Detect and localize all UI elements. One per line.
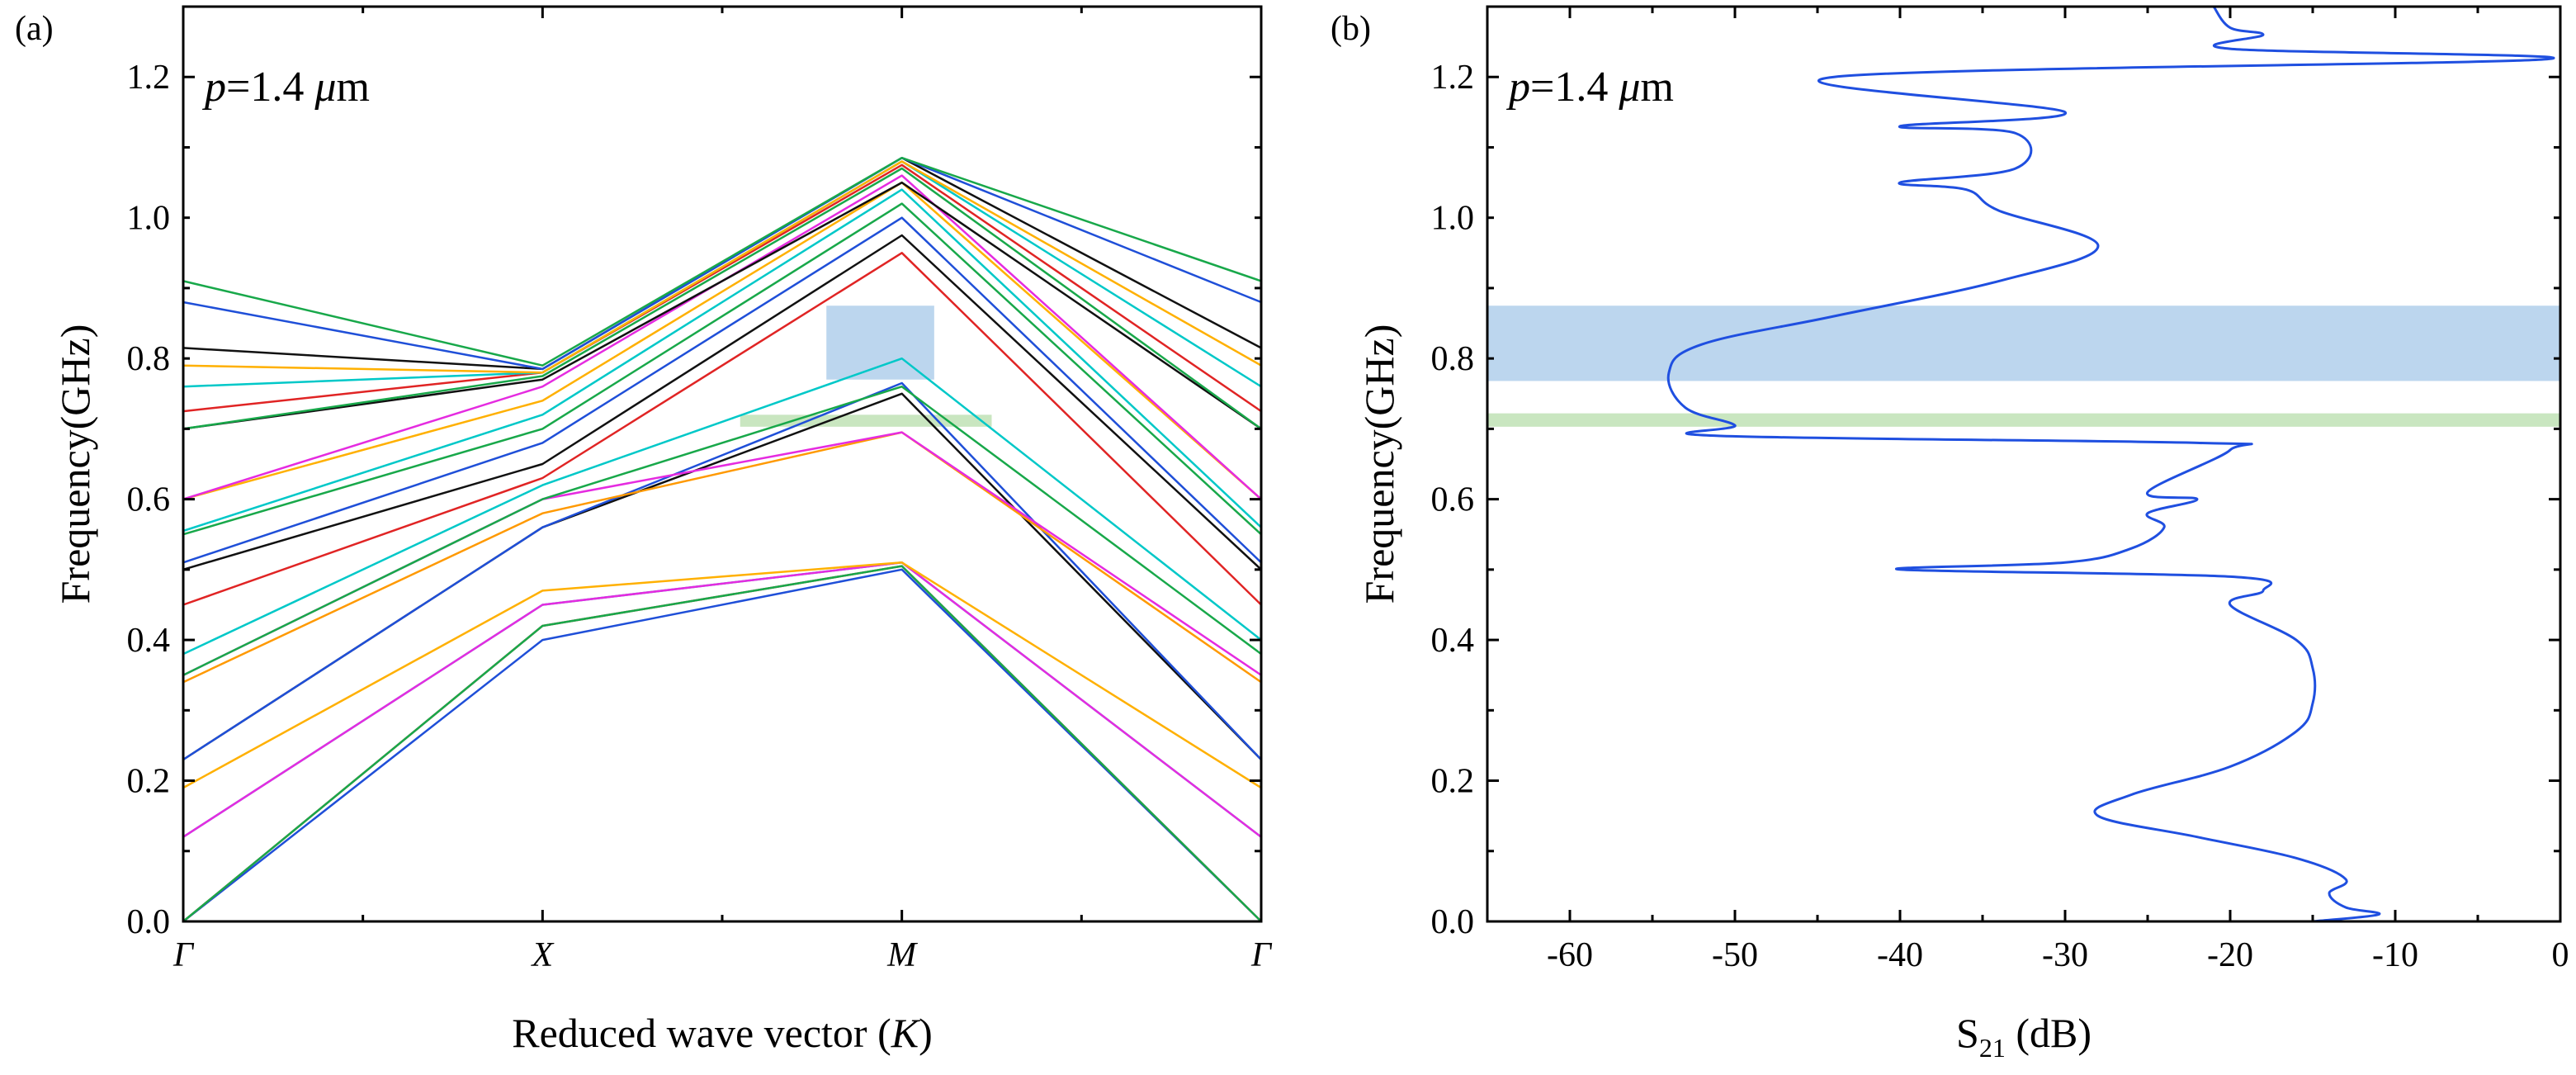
band-line-22 <box>182 163 1262 413</box>
band-line-14 <box>182 234 1262 571</box>
x-tick-label: -40 <box>1877 936 1923 974</box>
y-tick-label: 0.6 <box>1431 481 1475 519</box>
band-line-19 <box>182 174 1262 500</box>
x-tick-label: Γ <box>1250 936 1273 974</box>
x-axis-label-a: Reduced wave vector (K) <box>512 1010 933 1056</box>
band-line-27 <box>182 156 1262 367</box>
plot-frame-a <box>182 5 1263 923</box>
band-line-9 <box>182 431 1262 684</box>
x-tick-label: 0 <box>2552 936 2569 974</box>
band-line-20 <box>182 181 1262 430</box>
band-line-5 <box>182 561 1262 838</box>
band-line-26 <box>182 156 1262 371</box>
band-line-15 <box>182 216 1262 564</box>
y-tick-label: 1.2 <box>1431 59 1475 97</box>
plot-frame-b <box>1486 5 2562 923</box>
green-band <box>1487 413 2560 427</box>
band-line-17 <box>182 188 1262 533</box>
y-axis-label-a: Frequency(GHz) <box>52 324 98 604</box>
y-tick-label: 0.0 <box>127 903 171 941</box>
x-tick-label: Γ <box>173 936 195 974</box>
band-line-24 <box>182 160 1262 374</box>
band-line-3 <box>182 565 1262 922</box>
band-line-2 <box>182 565 1262 922</box>
y-tick-label: 0.8 <box>1431 340 1475 378</box>
panel-label-b: (b) <box>1331 10 1371 48</box>
y-tick-label: 0.4 <box>1431 622 1475 660</box>
band-line-16 <box>182 202 1262 536</box>
period-annotation-a: p=1.4 μm <box>201 64 370 111</box>
band-line-18 <box>182 181 1262 500</box>
y-axis-label-b: Frequency(GHz) <box>1356 324 1402 604</box>
s21-curve <box>1666 6 2555 923</box>
y-tick-label: 0.2 <box>1431 763 1475 801</box>
blue-gap-highlight <box>826 305 934 380</box>
x-tick-label: -30 <box>2042 936 2088 974</box>
x-axis-label-b: S21 (dB) <box>1956 1010 2092 1063</box>
period-annotation-b: p=1.4 μm <box>1505 64 1674 111</box>
band-line-12 <box>182 357 1262 656</box>
band-line-6 <box>182 561 1262 789</box>
band-structure-chart: 0.0 0.2 0.4 0.6 0.8 1.0 1.2 Γ X M Γ p=1.4 μm Reduc… <box>52 5 1273 1056</box>
y-tick-label: 1.2 <box>127 59 171 97</box>
x-tick-label: -60 <box>1547 936 1593 974</box>
y-tick-label: 0.2 <box>127 763 171 801</box>
x-tick-label: M <box>886 936 918 974</box>
band-line-13 <box>182 252 1262 606</box>
y-tick-label: 0.0 <box>1431 903 1475 941</box>
y-tick-label: 0.4 <box>127 622 171 660</box>
x-tick-label: -50 <box>1712 936 1758 974</box>
s21-chart: 0.0 0.2 0.4 0.6 0.8 1.0 1.2 -60 -50 -40 -30 -20 -10 0… <box>1356 5 2569 1063</box>
band-line-10 <box>182 431 1262 676</box>
band-line-11 <box>182 385 1262 676</box>
y-tick-label: 0.6 <box>127 481 171 519</box>
y-tick-label: 0.8 <box>127 340 171 378</box>
band-line-21 <box>182 167 1262 430</box>
y-tick-label: 1.0 <box>127 200 171 238</box>
band-line-1 <box>182 568 1262 922</box>
x-tick-label: X <box>531 936 555 974</box>
x-tick-label: -20 <box>2207 936 2253 974</box>
x-tick-label: -10 <box>2372 936 2418 974</box>
y-tick-label: 1.0 <box>1431 200 1475 238</box>
panel-label-a: (a) <box>15 10 54 48</box>
blue-band <box>1487 305 2560 381</box>
band-line-8 <box>182 381 1262 761</box>
